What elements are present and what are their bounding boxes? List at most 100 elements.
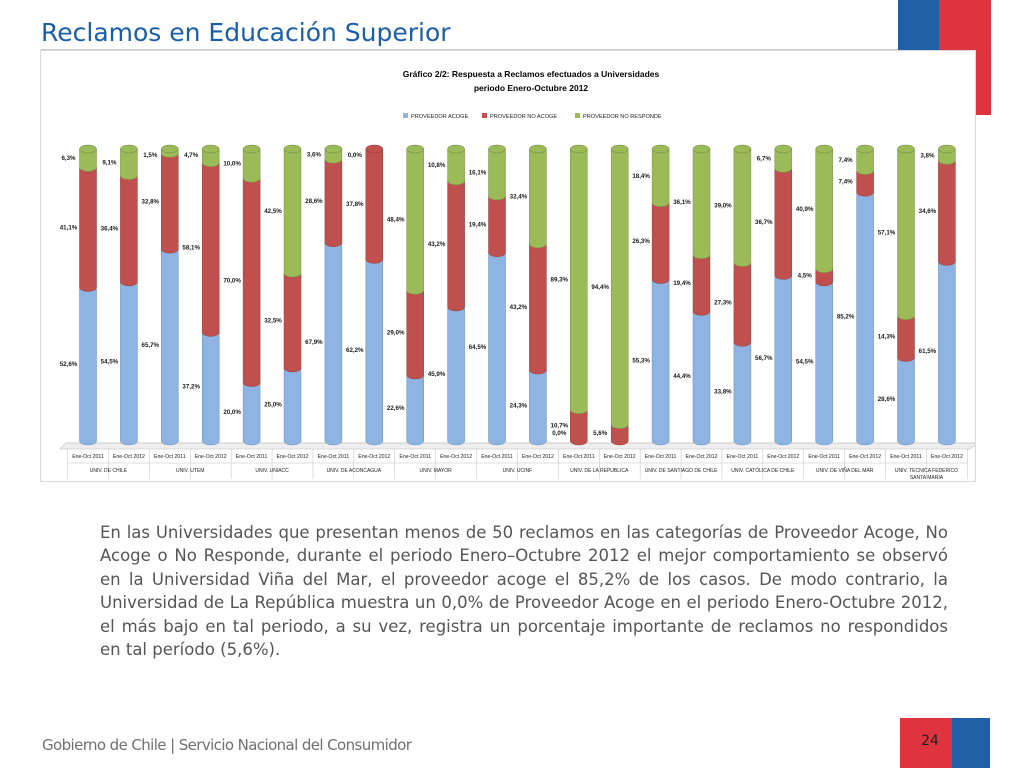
body-paragraph: En las Universidades que presentan menos… xyxy=(100,523,948,660)
data-label: 89,3% xyxy=(551,276,569,283)
x-tick-label: Ene-Oct 2011 xyxy=(318,454,350,460)
data-label: 44,4% xyxy=(673,373,691,380)
bar-segment xyxy=(283,367,302,446)
bar-cap xyxy=(856,144,874,154)
stacked-bar-chart: Gráfico 2/2: Respuesta a Reclamos efectu… xyxy=(59,69,975,481)
bar-segment xyxy=(570,409,588,446)
x-tick-label: Ene-Oct 2011 xyxy=(890,454,922,460)
page-number: 24 xyxy=(921,733,939,749)
x-tick-label: Ene-Oct 2012 xyxy=(358,454,390,460)
bar-segment xyxy=(856,191,874,446)
bar-segment xyxy=(610,424,629,446)
flag-blue-block xyxy=(898,0,939,50)
data-label: 64,5% xyxy=(469,344,487,351)
x-tick-label: Ene-Oct 2011 xyxy=(72,454,104,460)
bar-cap xyxy=(161,144,179,154)
data-label: 32,5% xyxy=(264,318,282,325)
chart-title: Gráfico 2/2: Respuesta a Reclamos efectu… xyxy=(403,69,660,79)
bar-segment xyxy=(897,357,915,446)
data-label: 43,2% xyxy=(510,304,528,311)
bar-segment xyxy=(774,275,793,446)
bar-cap xyxy=(488,144,506,154)
bar-cap xyxy=(692,144,711,154)
data-label: 10,8% xyxy=(428,162,446,169)
bar-cap xyxy=(938,144,956,154)
bar-cap xyxy=(651,144,670,154)
x-tick-label: Ene-Oct 2011 xyxy=(399,454,431,460)
bar-segment xyxy=(733,262,752,347)
bar-segment xyxy=(447,306,465,446)
bar-segment xyxy=(161,153,179,254)
data-label: 28,6% xyxy=(305,198,323,205)
data-label: 37,2% xyxy=(182,384,200,391)
bar-cap xyxy=(79,144,97,154)
data-label: 28,6% xyxy=(878,396,896,403)
data-label: 36,4% xyxy=(101,226,119,233)
data-label: 42,5% xyxy=(264,208,282,215)
bar-segment xyxy=(242,148,261,183)
bar-cap xyxy=(610,144,629,154)
data-label: 19,4% xyxy=(673,280,691,287)
bar-segment xyxy=(610,148,629,429)
x-tick-label: Ene-Oct 2011 xyxy=(808,454,840,460)
bar-segment xyxy=(774,148,793,173)
bar-segment xyxy=(938,160,956,266)
bar-segment xyxy=(570,148,588,414)
bar-segment xyxy=(856,148,874,175)
x-tick-label: Ene-Oct 2012 xyxy=(522,454,554,460)
footer-branding: Gobierno de Chile | Servicio Nacional de… xyxy=(42,736,412,754)
bar-segment xyxy=(406,290,424,380)
bar-segment xyxy=(488,148,506,201)
group-label: UNIV. DE ACONCAGUA xyxy=(327,468,382,474)
data-label: 52,6% xyxy=(60,361,78,368)
bar-cap xyxy=(406,144,424,154)
chart-plot-area: 52,6% 41,1% 6,3% 54,5% 36,4% 9,1% 65,7% 32,8% 1,… xyxy=(59,144,975,450)
data-label: 70,0% xyxy=(223,277,241,284)
bar-segment xyxy=(733,148,752,267)
bar-cap xyxy=(815,144,833,154)
data-label: 25,0% xyxy=(264,402,282,409)
bar-segment xyxy=(201,148,220,167)
data-label: 94,4% xyxy=(591,284,609,291)
page-number-box xyxy=(900,718,952,768)
data-label: 4,5% xyxy=(798,272,813,279)
bar-segment xyxy=(529,369,547,446)
chart-floor xyxy=(59,442,975,450)
bar-cap xyxy=(283,144,302,154)
bar-segment xyxy=(815,281,833,446)
x-tick-label: Ene-Oct 2011 xyxy=(563,454,595,460)
bar-cap xyxy=(201,144,220,154)
data-label: 18,4% xyxy=(632,173,650,180)
bar-segment xyxy=(447,149,465,186)
data-label: 37,8% xyxy=(346,201,364,208)
group-label: UNIV. DE LA REPUBLICA xyxy=(570,468,629,474)
data-label: 6,3% xyxy=(61,155,76,162)
bar-cap xyxy=(242,144,261,154)
bar-cap xyxy=(120,144,138,154)
bar-segment xyxy=(365,148,384,264)
bar-segment xyxy=(692,311,711,446)
bar-segment xyxy=(201,332,220,446)
data-label: 24,3% xyxy=(510,403,528,410)
x-tick-label: Ene-Oct 2012 xyxy=(849,454,881,460)
bar-segment xyxy=(79,148,97,172)
data-label: 36,1% xyxy=(673,199,691,206)
legend-label: PROVEEDOR NO ACOGE xyxy=(490,114,557,120)
data-label: 4,7% xyxy=(184,152,199,159)
x-tick-label: Ene-Oct 2012 xyxy=(195,454,227,460)
bar-segment xyxy=(283,272,302,373)
data-label: 39,0% xyxy=(714,203,732,210)
data-label: 54,5% xyxy=(796,358,814,365)
data-label: 85,2% xyxy=(837,314,855,321)
bar-segment xyxy=(324,158,343,247)
data-label: 1,5% xyxy=(143,152,158,159)
x-tick-label: Ene-Oct 2012 xyxy=(440,454,472,460)
x-tick-label: Ene-Oct 2012 xyxy=(685,454,717,460)
group-label: UNIV. UTEM xyxy=(176,468,204,474)
bar-segment xyxy=(201,162,220,337)
bar-segment xyxy=(120,281,138,446)
data-label: 19,4% xyxy=(469,221,487,228)
data-label: 3,8% xyxy=(920,152,935,159)
data-label: 55,3% xyxy=(632,357,650,364)
data-label: 9,1% xyxy=(102,159,117,166)
